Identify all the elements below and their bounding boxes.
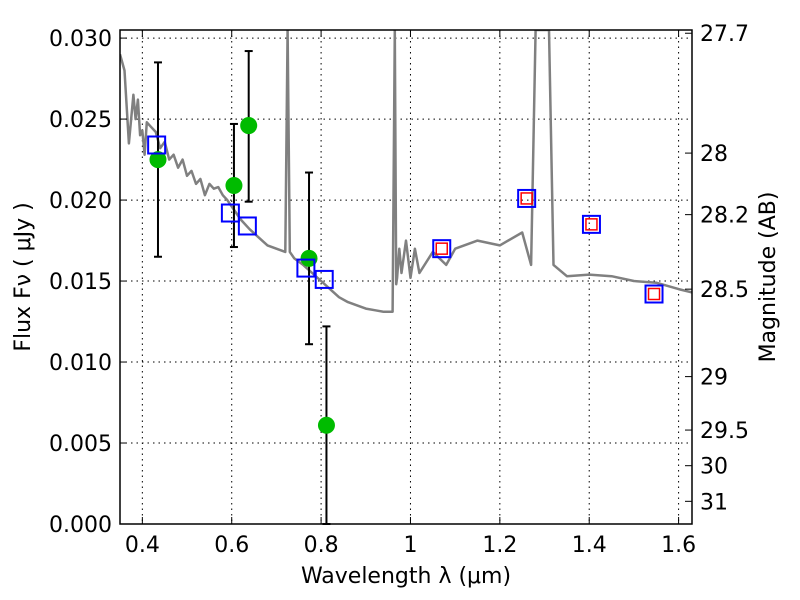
y2-axis-title: Magnitude (AB) (756, 192, 781, 363)
y2-tick-label: 27.7 (700, 22, 749, 47)
y2-tick-label: 29 (700, 366, 728, 391)
model-band-square (147, 135, 167, 155)
y-tick-labels: 0.000 0.005 0.010 0.015 0.020 0.025 0.030 (49, 27, 112, 538)
y2-tick-label: 29.5 (700, 419, 749, 444)
model-band-square (220, 203, 240, 223)
model-band-inner-square (435, 242, 448, 255)
model-band-inner-square (647, 287, 661, 301)
x-tick-label: 0.8 (304, 533, 339, 558)
x-tick-label: 1 (403, 533, 417, 558)
y2-tick-labels: 27.7 28 28.2 28.5 29 29.5 30 31 (700, 22, 749, 515)
y-tick-label: 0.025 (49, 108, 112, 133)
y2-tick-label: 28 (700, 142, 728, 167)
model-band-square (581, 214, 601, 234)
plot-area (120, 30, 692, 314)
model-spectrum-line (120, 30, 692, 314)
y-tick-label: 0.015 (49, 270, 112, 295)
tick-marks (120, 30, 692, 525)
y2-tick-label: 31 (700, 490, 728, 515)
plot-frame (119, 29, 693, 525)
observed-flux-point (300, 249, 318, 267)
y-tick-label: 0.030 (49, 27, 112, 52)
x-tick-label: 1.4 (572, 533, 607, 558)
model-band-square (237, 216, 257, 236)
x-tick-label: 1.6 (661, 533, 696, 558)
observed-flux-point (317, 416, 335, 434)
y2-tick-label: 28.2 (700, 204, 749, 229)
x-tick-label: 1.2 (482, 533, 517, 558)
model-band-inner-square (520, 192, 533, 205)
y-tick-label: 0.010 (49, 351, 112, 376)
x-axis-title: Wavelength λ (μm) (301, 564, 511, 589)
observed-flux-point (149, 151, 167, 169)
observed-flux-point (225, 176, 243, 194)
model-band-square (314, 269, 334, 289)
y-tick-label: 0.020 (49, 189, 112, 214)
x-tick-labels: 0.4 0.6 0.8 1 1.2 1.4 1.6 (125, 533, 696, 558)
y-tick-label: 0.000 (49, 513, 112, 538)
model-band-inner-square (585, 218, 598, 231)
model-band-square (517, 188, 537, 208)
model-band-square (296, 258, 316, 278)
x-tick-label: 0.6 (214, 533, 249, 558)
observed-flux-point (240, 117, 258, 135)
x-tick-label: 0.4 (125, 533, 160, 558)
model-band-square (432, 239, 452, 259)
y-axis-title: Flux Fν ( μJy ) (11, 202, 36, 351)
y2-tick-label: 30 (700, 455, 728, 480)
y-tick-label: 0.005 (49, 432, 112, 457)
model-band-square (644, 284, 664, 304)
y2-tick-label: 28.5 (700, 278, 749, 303)
markers (147, 117, 664, 434)
